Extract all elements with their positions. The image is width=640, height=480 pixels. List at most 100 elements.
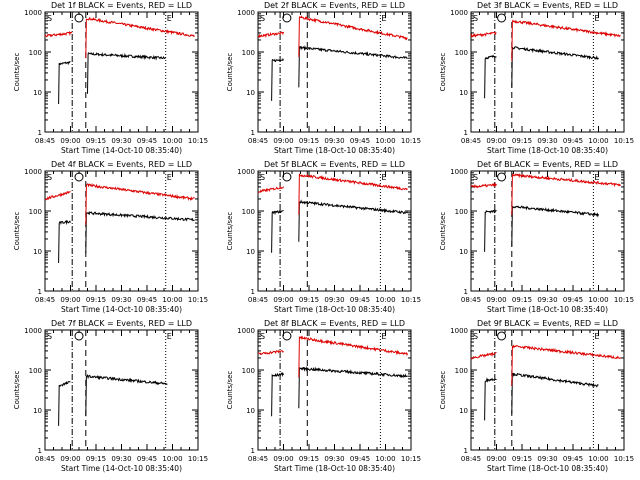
x-tick-label: 08:45	[248, 455, 268, 463]
x-tick-label: 09:15	[512, 455, 532, 463]
series-lld-line	[85, 16, 195, 59]
x-tick-label: 09:45	[350, 455, 370, 463]
x-tick-label: 09:00	[273, 455, 293, 463]
marker-e: E	[167, 14, 172, 23]
x-tick-label: 09:45	[563, 296, 583, 304]
plot-frame	[470, 329, 625, 451]
x-tick-label: 10:15	[614, 137, 634, 145]
x-axis-label: Start Time (18-Oct-10 08:35:40)	[274, 146, 395, 155]
x-tick-label: 10:00	[375, 296, 395, 304]
series-events-line	[271, 372, 284, 417]
x-tick-label: 10:00	[162, 455, 182, 463]
y-tick-label: 1000	[237, 9, 255, 17]
x-tick-label: 09:00	[273, 137, 293, 145]
panel-4: Det 4f BLACK = Events, RED = LLD 1 10 100 10…	[13, 160, 208, 314]
y-tick-label: 1000	[237, 168, 255, 176]
x-tick-label: 10:15	[614, 296, 634, 304]
series-lld-line	[470, 31, 497, 38]
marker-circle	[74, 331, 84, 341]
y-axis-label: Counts/sec	[13, 212, 21, 251]
series-lld-line	[298, 335, 409, 378]
x-tick-label: 09:15	[299, 296, 319, 304]
x-tick-label: 09:30	[324, 455, 344, 463]
x-tick-label: 09:30	[324, 137, 344, 145]
x-tick-label: 09:45	[563, 137, 583, 145]
series-events-line	[271, 209, 284, 253]
series-events-line	[298, 199, 409, 242]
marker-s: S	[260, 173, 265, 182]
series-events-line	[87, 51, 166, 94]
marker-circle	[497, 331, 507, 341]
series-events-line	[484, 208, 497, 252]
marker-circle	[74, 13, 84, 23]
marker-s: S	[47, 332, 52, 341]
marker-e: E	[594, 173, 599, 182]
y-axis-label: Counts/sec	[226, 53, 234, 92]
x-tick-label: 10:15	[401, 455, 421, 463]
panel-7: Det 7f BLACK = Events, RED = LLD 1 10 100 10…	[13, 319, 208, 473]
series-events-line	[58, 60, 71, 105]
series-lld-line	[257, 349, 284, 356]
y-tick-label: 100	[29, 49, 42, 57]
series-lld-line	[257, 185, 284, 193]
x-tick-label: 09:15	[86, 296, 106, 304]
x-tick-label: 08:45	[248, 296, 268, 304]
y-tick-label: 100	[455, 208, 468, 216]
panel-title: Det 5f BLACK = Events, RED = LLD	[264, 160, 405, 169]
panel-9: Det 9f BLACK = Events, RED = LLD 1 10 100 10…	[439, 319, 634, 473]
x-tick-label: 09:45	[350, 296, 370, 304]
x-tick-label: 08:45	[461, 455, 481, 463]
x-tick-label: 09:15	[86, 455, 106, 463]
y-axis-label: Counts/sec	[226, 371, 234, 410]
marker-e: E	[381, 332, 386, 341]
series-lld-line	[298, 15, 408, 58]
y-tick-label: 1	[38, 447, 42, 455]
series-events-line	[298, 365, 408, 409]
series-events-line	[58, 380, 71, 426]
y-tick-label: 1	[464, 447, 468, 455]
x-tick-label: 09:30	[111, 137, 131, 145]
marker-s: S	[47, 14, 52, 23]
series-events-line	[484, 377, 497, 421]
y-tick-label: 1	[251, 129, 255, 137]
marker-s: S	[47, 173, 52, 182]
x-tick-label: 09:00	[273, 296, 293, 304]
x-axis-label: Start Time (14-Oct-10 08:35:40)	[61, 305, 182, 314]
series-events-line	[511, 205, 599, 247]
y-tick-label: 10	[246, 89, 255, 97]
series-lld-line	[511, 172, 621, 215]
series-lld-line	[44, 30, 73, 38]
x-tick-label: 10:00	[162, 296, 182, 304]
x-tick-label: 09:00	[60, 296, 80, 304]
marker-circle	[497, 172, 507, 182]
series-lld-line	[298, 173, 408, 215]
marker-circle	[282, 172, 292, 182]
y-tick-label: 100	[29, 208, 42, 216]
x-tick-label: 08:45	[461, 296, 481, 304]
y-tick-label: 1	[251, 447, 255, 455]
x-tick-label: 09:45	[137, 137, 157, 145]
x-tick-label: 10:00	[588, 296, 608, 304]
x-tick-label: 09:45	[563, 455, 583, 463]
panel-3: Det 3f BLACK = Events, RED = LLD 1 10 100 10…	[439, 1, 634, 155]
x-tick-label: 10:00	[588, 137, 608, 145]
panel-title: Det 6f BLACK = Events, RED = LLD	[477, 160, 618, 169]
panel-6: Det 6f BLACK = Events, RED = LLD 1 10 100 10…	[439, 160, 634, 314]
x-axis-label: Start Time (14-Oct-10 08:35:40)	[61, 146, 182, 155]
panel-title: Det 3f BLACK = Events, RED = LLD	[477, 1, 618, 10]
panel-1: Det 1f BLACK = Events, RED = LLD 1 10 100 10…	[13, 1, 208, 155]
x-tick-label: 08:45	[461, 137, 481, 145]
x-tick-label: 10:15	[188, 296, 208, 304]
marker-circle	[282, 13, 292, 23]
x-tick-label: 10:00	[162, 137, 182, 145]
panel-2: Det 2f BLACK = Events, RED = LLD 1 10 100 10…	[226, 1, 421, 155]
x-tick-label: 09:00	[486, 296, 506, 304]
x-tick-label: 09:00	[486, 137, 506, 145]
marker-e: E	[594, 14, 599, 23]
y-axis-label: Counts/sec	[439, 53, 447, 92]
x-tick-label: 08:45	[35, 137, 55, 145]
y-tick-label: 100	[455, 49, 468, 57]
x-axis-label: Start Time (18-Oct-10 08:35:40)	[487, 305, 608, 314]
panel-5: Det 5f BLACK = Events, RED = LLD 1 10 100 10…	[226, 160, 421, 314]
y-tick-label: 1000	[24, 9, 42, 17]
